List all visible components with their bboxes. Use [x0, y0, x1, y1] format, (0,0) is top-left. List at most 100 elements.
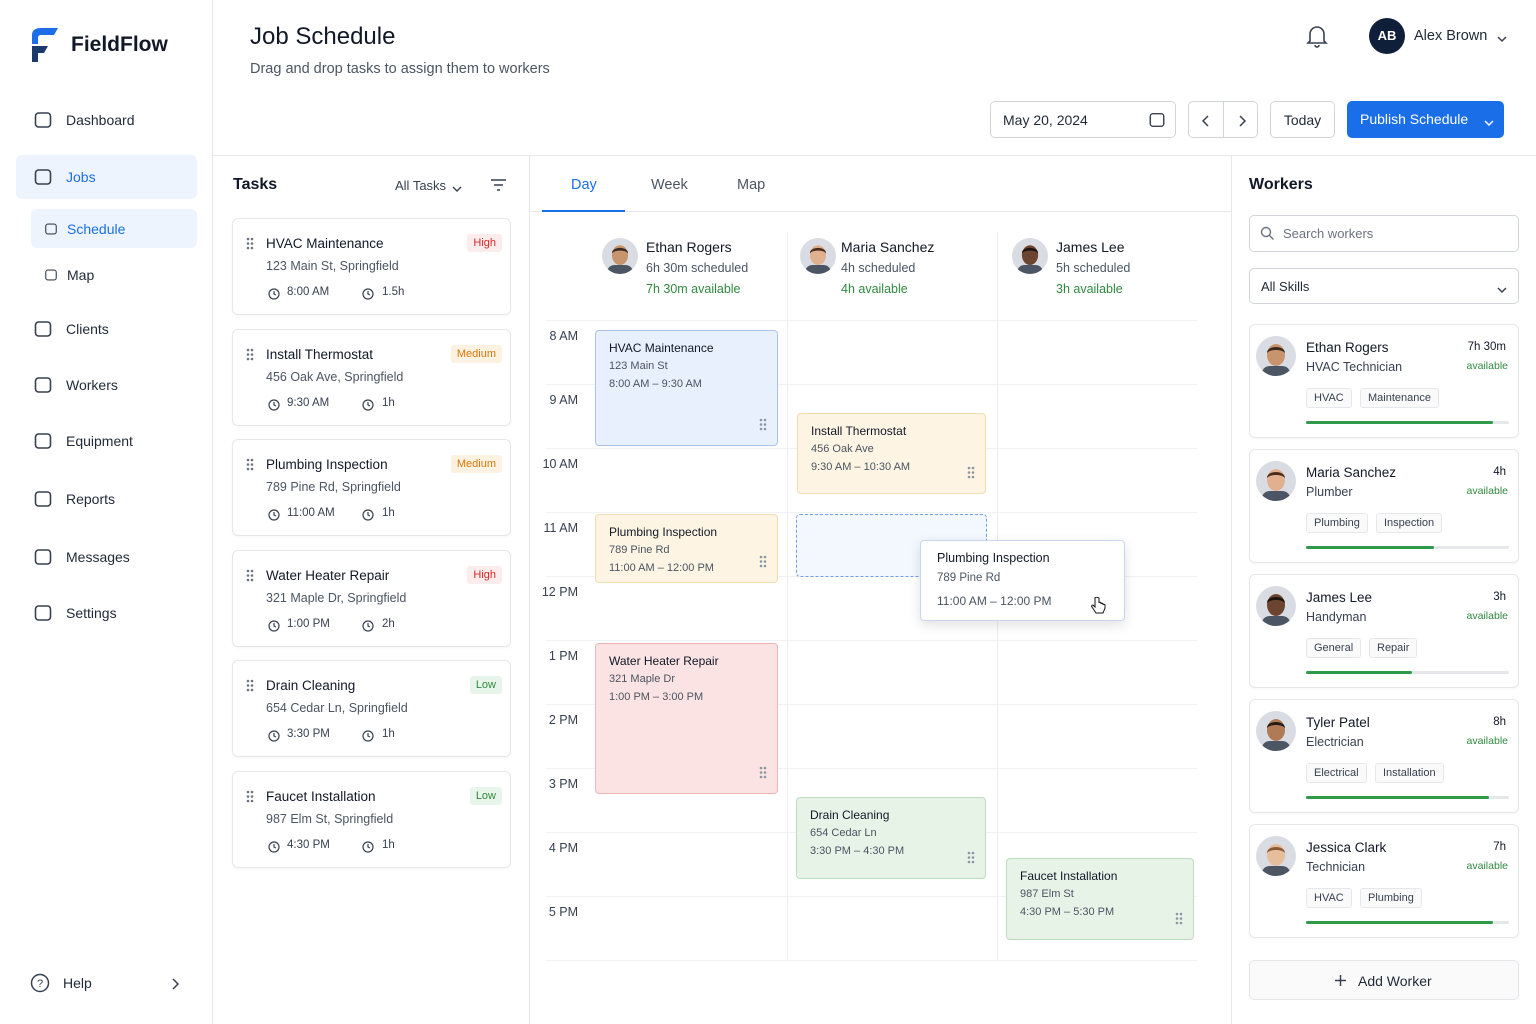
worker-role: Electrician: [1306, 735, 1364, 749]
skill-tag: Plumbing: [1306, 513, 1368, 533]
worker-scheduled: 5h scheduled: [1056, 261, 1131, 275]
user-name[interactable]: Alex Brown: [1414, 28, 1488, 44]
task-card[interactable]: Water Heater Repair 321 Maple Dr, Springf…: [232, 549, 511, 647]
event[interactable]: Water Heater Repair 321 Maple Dr 1:00 PM –…: [595, 643, 778, 794]
search-input[interactable]: Search workers: [1249, 215, 1519, 252]
icon: [33, 319, 53, 339]
add-worker-button[interactable]: Add Worker: [1249, 960, 1519, 1000]
event-title: Faucet Installation: [1020, 869, 1118, 883]
task-card[interactable]: Drain Cleaning 654 Cedar Ln, Springfield L…: [232, 660, 511, 757]
drag-title: Plumbing Inspection: [937, 551, 1050, 565]
skill-tag: HVAC: [1306, 388, 1352, 408]
worker-role: Plumber: [1306, 485, 1353, 499]
task-card[interactable]: Faucet Installation 987 Elm St, Springfie…: [232, 770, 511, 868]
clock-icon: [268, 398, 280, 411]
clock-icon: [268, 508, 280, 521]
help-icon: ?: [30, 973, 50, 993]
nav-item[interactable]: Dashboard: [66, 112, 135, 128]
event[interactable]: HVAC Maintenance 123 Main St 8:00 AM – 9:3…: [595, 330, 778, 446]
worker-hours: 3h: [1493, 591, 1506, 603]
tab[interactable]: Day: [571, 177, 597, 193]
chevron: [1496, 31, 1508, 43]
worker-scheduled: 6h 30m scheduled: [646, 261, 749, 275]
next: [1237, 114, 1247, 127]
page-title: Job Schedule: [250, 23, 396, 50]
header-divider: [213, 155, 1536, 156]
worker-card[interactable]: Jessica Clark Technician 7h available HVAC Pl…: [1249, 824, 1519, 938]
drag-handle: [967, 851, 975, 864]
date-input[interactable]: May 20, 2024: [990, 101, 1176, 138]
drag-preview[interactable]: Plumbing Inspection 789 Pine Rd 11:00 AM –…: [920, 540, 1125, 621]
nav-item[interactable]: Equipment: [66, 433, 133, 449]
event[interactable]: Plumbing Inspection 789 Pine Rd 11:00 AM –…: [595, 514, 778, 583]
hour-label: 11 AM: [543, 521, 578, 535]
today-button[interactable]: Today: [1270, 101, 1335, 138]
nav-item[interactable]: Jobs: [66, 169, 96, 185]
drag-handle: [759, 418, 767, 431]
worker-name: James Lee: [1306, 590, 1373, 605]
clock-icon: [268, 840, 280, 853]
task-card[interactable]: Install Thermostat 456 Oak Ave, Springfie…: [232, 328, 511, 426]
drag-handle: [246, 569, 254, 582]
event[interactable]: Install Thermostat 456 Oak Ave 9:30 AM – 1…: [797, 413, 986, 494]
worker-card[interactable]: Ethan Rogers HVAC Technician 7h 30m availab…: [1249, 324, 1519, 438]
task-time: 11:00 AM: [287, 507, 335, 519]
event-title: Drain Cleaning: [810, 808, 890, 822]
hour-line: [545, 640, 1197, 641]
hour-label: 2 PM: [548, 713, 578, 727]
task-address: 123 Main St, Springfield: [266, 259, 399, 273]
worker-card[interactable]: Tyler Patel Electrician 8h available Electri…: [1249, 699, 1519, 813]
skills-select[interactable]: All Skills: [1249, 268, 1519, 304]
chevron: [1483, 115, 1495, 127]
worker-status: available: [1466, 735, 1508, 747]
tab[interactable]: Week: [651, 177, 688, 193]
event-title: HVAC Maintenance: [609, 341, 714, 355]
tasks-filter[interactable]: All Tasks: [395, 178, 447, 193]
worker-card[interactable]: Maria Sanchez Plumber 4h available Plumbing I…: [1249, 449, 1519, 563]
icon: [44, 268, 58, 282]
publish-button[interactable]: Publish Schedule: [1347, 101, 1504, 138]
task-card[interactable]: Plumbing Inspection 789 Pine Rd, Springfi…: [232, 439, 511, 536]
worker-name: Ethan Rogers: [646, 239, 732, 255]
task-card[interactable]: HVAC Maintenance 123 Main St, Springfield…: [232, 218, 511, 315]
worker-status: available: [1466, 360, 1508, 372]
task-name: Plumbing Inspection: [266, 457, 388, 472]
task-time: 8:00 AM: [287, 286, 330, 298]
subnav-item[interactable]: Map: [67, 267, 95, 283]
nav-item[interactable]: Settings: [66, 605, 117, 621]
task-duration: 1h: [382, 396, 395, 409]
nav-item[interactable]: Messages: [66, 549, 130, 565]
priority-badge: Low: [469, 786, 502, 805]
event[interactable]: Drain Cleaning 654 Cedar Ln 3:30 PM – 4:30…: [796, 797, 986, 879]
worker-name: Jessica Clark: [1306, 840, 1387, 855]
nav-item[interactable]: Workers: [66, 377, 118, 393]
skill-tag: Maintenance: [1360, 388, 1439, 408]
event[interactable]: Faucet Installation 987 Elm St 4:30 PM – 5…: [1006, 858, 1194, 940]
date-nav[interactable]: [1188, 101, 1258, 138]
avatar: [800, 238, 836, 274]
workers-title: Workers: [1249, 176, 1313, 193]
subnav-item[interactable]: Schedule: [67, 221, 126, 237]
chevron: [1496, 282, 1508, 294]
worker-card[interactable]: James Lee Handyman 3h available General Repai…: [1249, 574, 1519, 688]
task-duration: 1h: [382, 507, 395, 519]
nav-item[interactable]: Reports: [66, 491, 116, 507]
task-name: Water Heater Repair: [266, 567, 390, 583]
task-address: 789 Pine Rd, Springfield: [266, 480, 401, 494]
hour-label: 5 PM: [548, 905, 578, 919]
worker-status: available: [1466, 860, 1508, 872]
hour-label: 12 PM: [541, 585, 578, 599]
help[interactable]: Help: [63, 975, 92, 991]
nav-item[interactable]: Clients: [66, 321, 109, 337]
chevron: [452, 181, 462, 192]
hour-line: [545, 768, 1197, 769]
clock-icon: [268, 287, 280, 300]
tab[interactable]: Map: [737, 177, 766, 193]
event-title: Plumbing Inspection: [609, 525, 718, 539]
tasks-divider: [529, 156, 530, 1024]
divider: [1223, 102, 1224, 137]
add-worker: Add Worker: [1358, 973, 1432, 989]
skills: All Skills: [1261, 279, 1310, 294]
icon: [33, 489, 53, 509]
task-duration: 2h: [382, 617, 395, 630]
